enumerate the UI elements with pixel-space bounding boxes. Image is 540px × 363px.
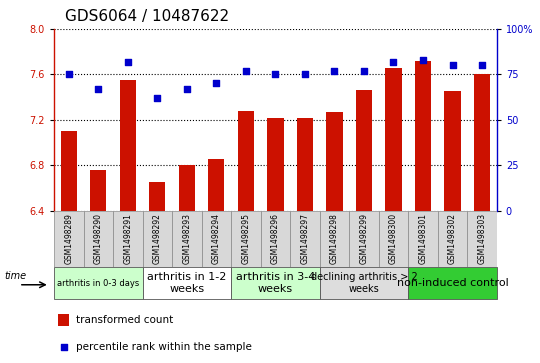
Point bbox=[360, 68, 368, 74]
Text: GSM1498291: GSM1498291 bbox=[123, 213, 132, 264]
Bar bbox=[290, 211, 320, 267]
Bar bbox=[149, 182, 165, 211]
Bar bbox=[356, 90, 372, 211]
Text: percentile rank within the sample: percentile rank within the sample bbox=[76, 342, 252, 352]
Bar bbox=[320, 211, 349, 267]
Point bbox=[94, 86, 103, 92]
Text: time: time bbox=[4, 271, 26, 281]
Point bbox=[478, 62, 487, 68]
Point bbox=[389, 59, 398, 65]
Bar bbox=[54, 267, 143, 299]
Bar bbox=[208, 159, 225, 211]
Bar bbox=[60, 131, 77, 211]
Text: arthritis in 0-3 days: arthritis in 0-3 days bbox=[57, 279, 139, 287]
Point bbox=[183, 86, 191, 92]
Text: GSM1498300: GSM1498300 bbox=[389, 213, 398, 264]
Bar bbox=[143, 267, 231, 299]
Text: GSM1498292: GSM1498292 bbox=[153, 213, 162, 264]
Bar bbox=[231, 267, 320, 299]
Bar bbox=[320, 267, 408, 299]
Text: GSM1498301: GSM1498301 bbox=[418, 213, 428, 264]
Point bbox=[64, 72, 73, 77]
Point bbox=[124, 59, 132, 65]
Bar bbox=[201, 211, 231, 267]
Text: GDS6064 / 10487622: GDS6064 / 10487622 bbox=[65, 9, 229, 24]
Text: GSM1498289: GSM1498289 bbox=[64, 213, 73, 264]
Bar bbox=[120, 80, 136, 211]
Bar bbox=[444, 91, 461, 211]
Bar bbox=[326, 112, 342, 211]
Text: GSM1498303: GSM1498303 bbox=[477, 213, 487, 264]
Text: GSM1498297: GSM1498297 bbox=[300, 213, 309, 264]
Bar bbox=[172, 211, 201, 267]
Bar bbox=[297, 118, 313, 211]
Text: GSM1498293: GSM1498293 bbox=[183, 213, 191, 264]
Point bbox=[330, 68, 339, 74]
Text: transformed count: transformed count bbox=[76, 315, 173, 325]
Bar bbox=[267, 118, 284, 211]
Text: GSM1498295: GSM1498295 bbox=[241, 213, 251, 264]
Bar bbox=[386, 68, 402, 211]
Point bbox=[212, 81, 221, 86]
Point bbox=[241, 68, 250, 74]
Bar bbox=[349, 211, 379, 267]
Bar bbox=[179, 165, 195, 211]
Text: non-induced control: non-induced control bbox=[397, 278, 508, 288]
Bar bbox=[238, 111, 254, 211]
Text: declining arthritis > 2
weeks: declining arthritis > 2 weeks bbox=[310, 272, 417, 294]
Text: GSM1498296: GSM1498296 bbox=[271, 213, 280, 264]
Point bbox=[418, 57, 427, 63]
Bar bbox=[261, 211, 290, 267]
Text: GSM1498298: GSM1498298 bbox=[330, 213, 339, 264]
Text: GSM1498302: GSM1498302 bbox=[448, 213, 457, 264]
Bar bbox=[467, 211, 497, 267]
Point bbox=[301, 72, 309, 77]
Bar bbox=[113, 211, 143, 267]
Text: GSM1498299: GSM1498299 bbox=[360, 213, 368, 264]
Bar bbox=[54, 211, 84, 267]
Bar bbox=[408, 267, 497, 299]
Point bbox=[153, 95, 161, 101]
Bar bbox=[84, 211, 113, 267]
Point bbox=[60, 344, 69, 350]
Text: GSM1498294: GSM1498294 bbox=[212, 213, 221, 264]
Bar bbox=[408, 211, 438, 267]
Point bbox=[271, 72, 280, 77]
Text: arthritis in 3-4
weeks: arthritis in 3-4 weeks bbox=[236, 272, 315, 294]
Bar bbox=[143, 211, 172, 267]
Bar bbox=[90, 170, 106, 211]
Text: arthritis in 1-2
weeks: arthritis in 1-2 weeks bbox=[147, 272, 226, 294]
Bar bbox=[438, 211, 467, 267]
Point bbox=[448, 62, 457, 68]
Bar bbox=[415, 61, 431, 211]
Bar bbox=[58, 314, 70, 326]
Bar bbox=[474, 74, 490, 211]
Text: GSM1498290: GSM1498290 bbox=[94, 213, 103, 264]
Bar bbox=[379, 211, 408, 267]
Bar bbox=[231, 211, 261, 267]
